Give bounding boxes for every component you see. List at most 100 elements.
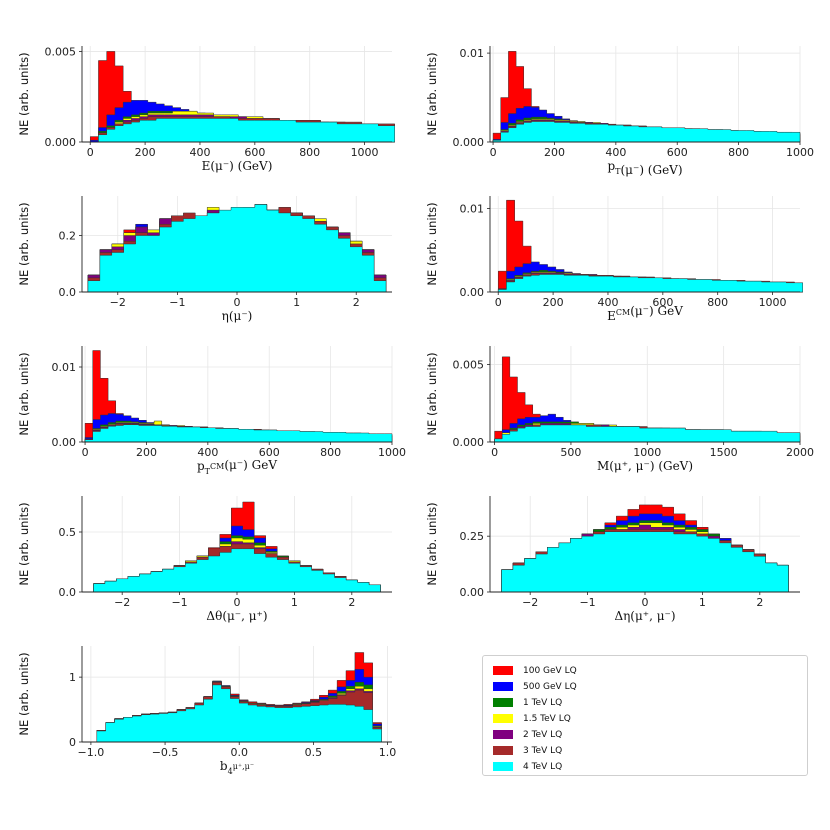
x-tick-label: 1500 bbox=[710, 446, 738, 459]
x-tick-label: 600 bbox=[667, 146, 688, 159]
y-tick-label: 0.0 bbox=[59, 286, 77, 299]
y-tick-label: 0.005 bbox=[453, 359, 485, 372]
axis-label: E(μ⁻) (GeV) bbox=[202, 159, 273, 173]
axis-label: ECM(μ⁻) GeV bbox=[607, 304, 683, 323]
x-tick-label: 0 bbox=[234, 296, 241, 309]
x-tick-label: 400 bbox=[189, 146, 210, 159]
axis-label: Δθ(μ⁻, μ⁺) bbox=[206, 609, 267, 623]
axis-label: b4μ⁺,μ⁻ bbox=[220, 759, 254, 776]
y-tick-label: 0.000 bbox=[453, 436, 485, 449]
y-tick-label: 0.5 bbox=[59, 526, 77, 539]
x-tick-label: 200 bbox=[544, 146, 565, 159]
y-axis-label: NE (arb. units) bbox=[17, 202, 31, 285]
y-axis-label: NE (arb. units) bbox=[425, 202, 439, 285]
subplot-6: 0 500 1000 1500 2000 0.000 0.005 NE (arb. units… bbox=[425, 346, 814, 473]
x-tick-label: 800 bbox=[707, 296, 728, 309]
x-tick-label: −1 bbox=[579, 596, 595, 609]
x-tick-label: 2000 bbox=[786, 446, 814, 459]
y-tick-label: 0.01 bbox=[52, 361, 77, 374]
legend-label: 2 TeV LQ bbox=[523, 729, 563, 740]
x-tick-label: 500 bbox=[560, 446, 581, 459]
axis-label: Δη(μ⁺, μ⁻) bbox=[614, 609, 675, 623]
subplot-8: −2 −1 0 1 2 0.00 0.25 NE (arb. units) Δη(μ⁺, μ⁻) bbox=[425, 496, 800, 623]
x-tick-label: 1 bbox=[699, 596, 706, 609]
hist-4-tev-lq bbox=[492, 121, 801, 143]
x-tick-label: 1000 bbox=[759, 296, 787, 309]
x-tick-label: −2 bbox=[522, 596, 538, 609]
legend-swatch-1tev bbox=[493, 698, 513, 707]
y-tick-label: 0.01 bbox=[460, 203, 485, 216]
x-tick-label: 0 bbox=[495, 296, 502, 309]
legend: 100 GeV LQ 500 GeV LQ 1 TeV LQ 1.5 TeV L… bbox=[482, 655, 808, 776]
legend-label: 1.5 TeV LQ bbox=[523, 713, 571, 724]
x-tick-label: 1000 bbox=[351, 146, 379, 159]
y-tick-label: 0.005 bbox=[45, 45, 77, 58]
axis-label: pTCM(μ⁻) GeV bbox=[197, 458, 277, 476]
y-tick-label: 0.25 bbox=[460, 530, 485, 543]
y-tick-label: 0.0 bbox=[59, 586, 77, 599]
legend-label: 1 TeV LQ bbox=[523, 697, 563, 708]
y-tick-label: 0.00 bbox=[460, 586, 485, 599]
x-tick-label: 0 bbox=[82, 446, 89, 459]
x-tick-label: 1000 bbox=[786, 146, 814, 159]
legend-item: 500 GeV LQ bbox=[493, 679, 577, 694]
y-tick-label: 0 bbox=[69, 736, 76, 749]
x-tick-label: 2 bbox=[353, 296, 360, 309]
x-tick-label: 0.5 bbox=[305, 746, 323, 759]
hist-4-tev-lq bbox=[84, 424, 393, 443]
legend-item: 4 TeV LQ bbox=[493, 759, 562, 774]
hist-4-tev-lq bbox=[494, 424, 801, 443]
legend-item: 1 TeV LQ bbox=[493, 695, 562, 710]
y-tick-label: 0.2 bbox=[59, 230, 77, 243]
hist-4-tev-lq bbox=[90, 118, 395, 143]
x-tick-label: 800 bbox=[320, 446, 341, 459]
y-tick-label: 0.000 bbox=[453, 136, 485, 149]
legend-label: 100 GeV LQ bbox=[523, 665, 577, 676]
y-tick-label: 0.000 bbox=[45, 136, 77, 149]
x-tick-label: −1 bbox=[169, 296, 185, 309]
x-tick-label: 0.0 bbox=[230, 746, 248, 759]
x-tick-label: −1 bbox=[171, 596, 187, 609]
x-tick-label: 600 bbox=[244, 146, 265, 159]
x-tick-label: 400 bbox=[597, 296, 618, 309]
x-tick-label: 200 bbox=[135, 146, 156, 159]
axis-label: η(μ⁻) bbox=[222, 309, 253, 323]
x-tick-label: 800 bbox=[299, 146, 320, 159]
x-tick-label: 0 bbox=[491, 446, 498, 459]
hist-4-tev-lq bbox=[497, 274, 803, 293]
legend-label: 3 TeV LQ bbox=[523, 745, 563, 756]
y-axis-label: NE (arb. units) bbox=[17, 652, 31, 735]
legend-item: 100 GeV LQ bbox=[493, 663, 577, 678]
y-tick-label: 1 bbox=[69, 671, 76, 684]
y-axis-label: NE (arb. units) bbox=[17, 52, 31, 135]
x-tick-label: 600 bbox=[652, 296, 673, 309]
x-tick-label: 2 bbox=[348, 596, 355, 609]
x-tick-label: 1.0 bbox=[379, 746, 397, 759]
x-tick-label: 800 bbox=[728, 146, 749, 159]
y-axis-label: NE (arb. units) bbox=[425, 52, 439, 135]
y-tick-label: 0.00 bbox=[460, 286, 485, 299]
x-tick-label: −2 bbox=[114, 596, 130, 609]
y-axis-label: NE (arb. units) bbox=[425, 352, 439, 435]
x-tick-label: 1000 bbox=[633, 446, 661, 459]
legend-swatch-100gev bbox=[493, 666, 513, 675]
subplot-1: 0 200 400 600 800 1000 0.000 0.005 NE (arb. unit… bbox=[17, 45, 395, 173]
x-tick-label: 400 bbox=[605, 146, 626, 159]
x-tick-label: 200 bbox=[543, 296, 564, 309]
subplot-5: 0 200 400 600 800 1000 0.00 0.01 NE (arb. units)… bbox=[17, 346, 406, 476]
y-axis-label: NE (arb. units) bbox=[17, 502, 31, 585]
hist-4-tev-lq bbox=[87, 204, 387, 293]
x-tick-label: 0 bbox=[234, 596, 241, 609]
x-tick-label: −0.5 bbox=[152, 746, 179, 759]
y-axis-label: NE (arb. units) bbox=[425, 502, 439, 585]
legend-swatch-500gev bbox=[493, 682, 513, 691]
x-tick-label: 0 bbox=[490, 146, 497, 159]
x-tick-label: 400 bbox=[197, 446, 218, 459]
x-tick-label: 0 bbox=[87, 146, 94, 159]
subplot-7: −2 −1 0 1 2 0.0 0.5 NE (arb. units) Δθ(μ⁻, μ⁺) bbox=[17, 496, 392, 623]
x-tick-label: 600 bbox=[259, 446, 280, 459]
legend-item: 3 TeV LQ bbox=[493, 743, 562, 758]
legend-swatch-4tev bbox=[493, 762, 513, 771]
x-tick-label: 200 bbox=[136, 446, 157, 459]
legend-label: 500 GeV LQ bbox=[523, 681, 577, 692]
